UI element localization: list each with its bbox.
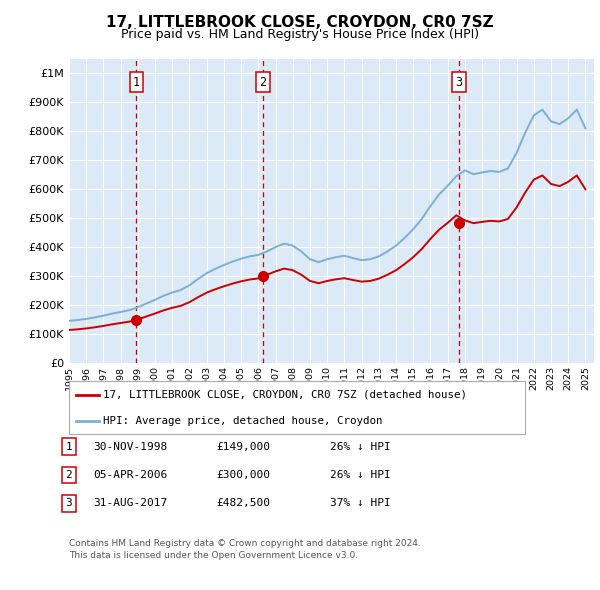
Text: £149,000: £149,000: [216, 442, 270, 451]
Text: £482,500: £482,500: [216, 499, 270, 508]
Text: 3: 3: [455, 76, 463, 88]
Text: 26% ↓ HPI: 26% ↓ HPI: [330, 470, 391, 480]
Text: 2: 2: [65, 470, 73, 480]
Text: 1: 1: [133, 76, 140, 88]
Text: 26% ↓ HPI: 26% ↓ HPI: [330, 442, 391, 451]
Text: £300,000: £300,000: [216, 470, 270, 480]
Text: Price paid vs. HM Land Registry's House Price Index (HPI): Price paid vs. HM Land Registry's House …: [121, 28, 479, 41]
Text: 2: 2: [259, 76, 266, 88]
Text: HPI: Average price, detached house, Croydon: HPI: Average price, detached house, Croy…: [103, 417, 383, 427]
Text: Contains HM Land Registry data © Crown copyright and database right 2024.: Contains HM Land Registry data © Crown c…: [69, 539, 421, 548]
Text: This data is licensed under the Open Government Licence v3.0.: This data is licensed under the Open Gov…: [69, 552, 358, 560]
Text: 1: 1: [65, 442, 73, 451]
Text: 17, LITTLEBROOK CLOSE, CROYDON, CR0 7SZ (detached house): 17, LITTLEBROOK CLOSE, CROYDON, CR0 7SZ …: [103, 390, 467, 400]
Text: 31-AUG-2017: 31-AUG-2017: [93, 499, 167, 508]
Text: 05-APR-2006: 05-APR-2006: [93, 470, 167, 480]
Text: 30-NOV-1998: 30-NOV-1998: [93, 442, 167, 451]
Text: 37% ↓ HPI: 37% ↓ HPI: [330, 499, 391, 508]
Text: 3: 3: [65, 499, 73, 508]
Text: 17, LITTLEBROOK CLOSE, CROYDON, CR0 7SZ: 17, LITTLEBROOK CLOSE, CROYDON, CR0 7SZ: [106, 15, 494, 30]
